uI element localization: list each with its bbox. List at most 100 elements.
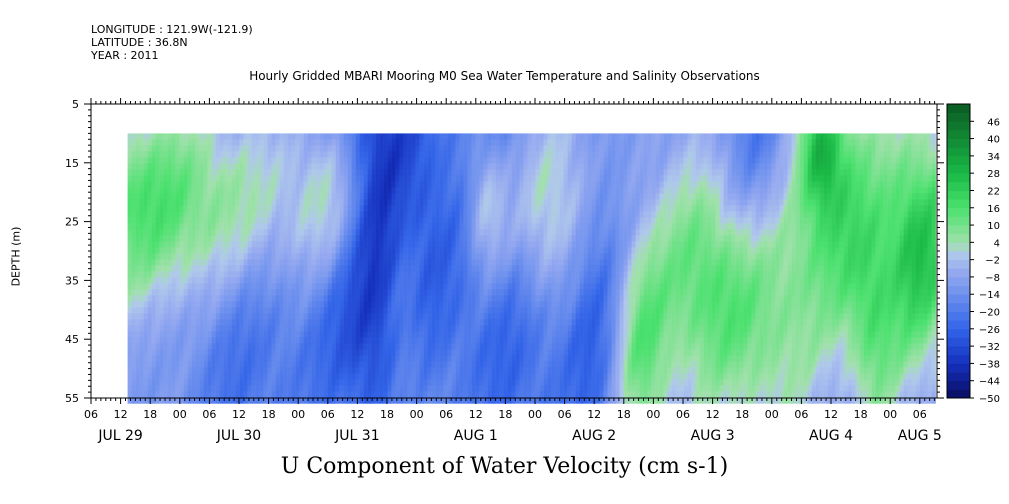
heatmap-cell [339, 343, 344, 350]
heatmap-cell [383, 367, 388, 374]
heatmap-cell [271, 349, 276, 356]
heatmap-cell [371, 283, 376, 290]
heatmap-cell [559, 313, 564, 320]
heatmap-cell [255, 145, 260, 152]
heatmap-cell [559, 343, 564, 350]
heatmap-cell [175, 385, 180, 392]
heatmap-cell [207, 247, 212, 254]
heatmap-cell [467, 319, 472, 326]
heatmap-cell [499, 133, 504, 140]
heatmap-cell [403, 355, 408, 362]
heatmap-cell [467, 259, 472, 266]
heatmap-cell [255, 193, 260, 200]
heatmap-cell [467, 229, 472, 236]
heatmap-cell [139, 265, 144, 272]
heatmap-cell [151, 313, 156, 320]
heatmap-cell [455, 217, 460, 224]
heatmap-cell [371, 337, 376, 344]
heatmap-cell [515, 355, 520, 362]
heatmap-cell [275, 259, 280, 266]
heatmap-cell [463, 391, 468, 398]
heatmap-cell [195, 235, 200, 242]
heatmap-cell [279, 205, 284, 212]
heatmap-cell [375, 391, 380, 398]
heatmap-cell [127, 343, 132, 350]
heatmap-cell [487, 301, 492, 308]
heatmap-cell [391, 397, 396, 404]
heatmap-cell [191, 397, 196, 404]
heatmap-cell [559, 289, 564, 296]
heatmap-cell [159, 229, 164, 236]
heatmap-cell [303, 205, 308, 212]
heatmap-cell [207, 301, 212, 308]
heatmap-cell [259, 319, 264, 326]
heatmap-cell [335, 265, 340, 272]
heatmap-cell [347, 199, 352, 206]
heatmap-cell [239, 319, 244, 326]
heatmap-cell [359, 229, 364, 236]
heatmap-cell [435, 157, 440, 164]
heatmap-cell [535, 193, 540, 200]
heatmap-cell [399, 349, 404, 356]
heatmap-cell [323, 193, 328, 200]
heatmap-cell [343, 151, 348, 158]
heatmap-cell [219, 265, 224, 272]
heatmap-cell [191, 331, 196, 338]
heatmap-cell [567, 139, 572, 146]
heatmap-cell [355, 169, 360, 176]
heatmap-cell [503, 289, 508, 296]
heatmap-cell [411, 379, 416, 386]
heatmap-cell [295, 217, 300, 224]
heatmap-cell [203, 271, 208, 278]
heatmap-cell [151, 199, 156, 206]
heatmap-cell [339, 373, 344, 380]
heatmap-cell [323, 343, 328, 350]
heatmap-cell [259, 367, 264, 374]
heatmap-cell [507, 151, 512, 158]
heatmap-cell [483, 295, 488, 302]
heatmap-cell [383, 379, 388, 386]
heatmap-cell [363, 211, 368, 218]
heatmap-cell [207, 331, 212, 338]
heatmap-cell [319, 199, 324, 206]
heatmap-cell [227, 181, 232, 188]
heatmap-cell [439, 373, 444, 380]
heatmap-cell [359, 385, 364, 392]
heatmap-cell [491, 229, 496, 236]
heatmap-cell [159, 175, 164, 182]
heatmap-cell [263, 259, 268, 266]
heatmap-cell [487, 253, 492, 260]
heatmap-cell [175, 163, 180, 170]
heatmap-cell [443, 343, 448, 350]
heatmap-cell [551, 337, 556, 344]
heatmap-cell [175, 145, 180, 152]
heatmap-cell [515, 385, 520, 392]
heatmap-cell [555, 289, 560, 296]
heatmap-cell [527, 157, 532, 164]
heatmap-cell [367, 199, 372, 206]
heatmap-cell [327, 175, 332, 182]
heatmap-cell [319, 385, 324, 392]
heatmap-cell [419, 355, 424, 362]
heatmap-cell [483, 355, 488, 362]
heatmap-cell [207, 343, 212, 350]
heatmap-cell [535, 361, 540, 368]
heatmap-cell [259, 217, 264, 224]
heatmap-cell [535, 343, 540, 350]
heatmap-cell [287, 319, 292, 326]
heatmap-cell [283, 253, 288, 260]
heatmap-cell [223, 343, 228, 350]
heatmap-cell [443, 367, 448, 374]
heatmap-cell [519, 397, 524, 404]
heatmap-cell [215, 295, 220, 302]
heatmap-cell [567, 289, 572, 296]
heatmap-cell [375, 169, 380, 176]
heatmap-cell [179, 331, 184, 338]
heatmap-cell [559, 337, 564, 344]
heatmap-cell [287, 265, 292, 272]
heatmap-cell [483, 211, 488, 218]
heatmap-cell [527, 187, 532, 194]
heatmap-cell [555, 241, 560, 248]
heatmap-cell [235, 289, 240, 296]
heatmap-cell [327, 343, 332, 350]
